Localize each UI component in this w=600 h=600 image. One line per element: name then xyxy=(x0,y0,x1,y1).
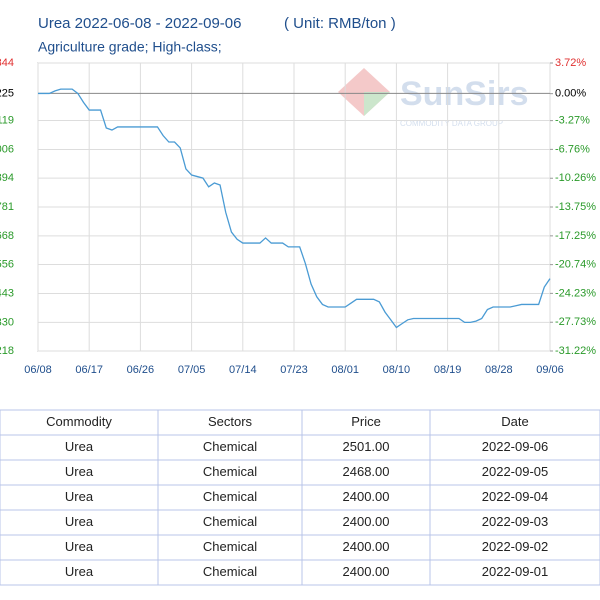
table-cell: 2400.00 xyxy=(343,514,390,529)
y-tick-label: 2781 xyxy=(0,201,14,213)
table-cell: 2022-09-05 xyxy=(482,464,549,479)
table-cell: 2468.00 xyxy=(343,464,390,479)
table-cell: Chemical xyxy=(203,514,257,529)
y-tick-label: 3225 xyxy=(0,87,14,99)
table-header: Commodity xyxy=(46,414,112,429)
y2-tick-label: -13.75% xyxy=(555,201,596,213)
table-cell: Urea xyxy=(65,564,94,579)
y-tick-label: 2894 xyxy=(0,172,14,184)
watermark-tagline: COMMODITY DATA GROUP xyxy=(400,119,503,128)
table-cell: 2022-09-02 xyxy=(482,539,549,554)
price-line xyxy=(38,88,551,329)
table-cell: 2501.00 xyxy=(343,439,390,454)
y-tick-label: 2330 xyxy=(0,316,14,328)
table-header: Price xyxy=(351,414,381,429)
y-tick-label: 2668 xyxy=(0,230,14,242)
table-cell: Chemical xyxy=(203,564,257,579)
table-cell: 2022-09-03 xyxy=(482,514,549,529)
unit: ( Unit: RMB/ton ) xyxy=(284,15,396,32)
table-cell: Chemical xyxy=(203,439,257,454)
y2-tick-label: 3.72% xyxy=(555,57,586,69)
y2-tick-label: -24.23% xyxy=(555,287,596,299)
table-cell: Urea xyxy=(65,464,94,479)
subtitle: Agriculture grade; High-class; xyxy=(38,39,222,55)
x-tick-label: 08/01 xyxy=(331,364,359,376)
x-tick-label: 07/05 xyxy=(178,364,206,376)
y2-tick-label: -10.26% xyxy=(555,172,596,184)
table-cell: 2400.00 xyxy=(343,489,390,504)
x-tick-label: 07/14 xyxy=(229,364,257,376)
watermark-name: SunSirs xyxy=(400,75,528,113)
table-header: Sectors xyxy=(208,414,253,429)
table-cell: Urea xyxy=(65,439,94,454)
x-tick-label: 08/10 xyxy=(383,364,411,376)
table-cell: 2022-09-06 xyxy=(482,439,549,454)
x-tick-label: 09/06 xyxy=(536,364,564,376)
y-tick-label: 2443 xyxy=(0,287,14,299)
x-tick-label: 06/17 xyxy=(75,364,103,376)
table-cell: 2400.00 xyxy=(343,539,390,554)
y2-tick-label: 0.00% xyxy=(555,88,586,100)
table-cell: 2022-09-04 xyxy=(482,489,549,504)
table-header: Date xyxy=(501,414,528,429)
x-tick-label: 06/26 xyxy=(127,364,155,376)
y2-tick-label: -20.74% xyxy=(555,259,596,271)
y2-tick-label: -3.27% xyxy=(555,115,590,127)
table-cell: Chemical xyxy=(203,539,257,554)
chart-title: Urea 2022-06-08 - 2022-09-06 xyxy=(38,15,241,32)
y2-tick-label: -6.76% xyxy=(555,143,590,155)
logo-diamond xyxy=(338,68,390,116)
y2-tick-label: -31.22% xyxy=(555,345,596,357)
y-tick-label: 2556 xyxy=(0,258,14,270)
y-tick-label: 3344 xyxy=(0,57,14,69)
y-tick-label: 3006 xyxy=(0,143,14,155)
table-cell: 2022-09-01 xyxy=(482,564,549,579)
y2-tick-label: -27.73% xyxy=(555,316,596,328)
table-cell: Chemical xyxy=(203,489,257,504)
x-tick-label: 08/19 xyxy=(434,364,462,376)
table-cell: Chemical xyxy=(203,464,257,479)
y2-tick-label: -17.25% xyxy=(555,230,596,242)
watermark-logo: SunSirs COMMODITY DATA GROUP xyxy=(338,68,528,128)
y-tick-label: 3119 xyxy=(0,114,14,126)
table-cell: Urea xyxy=(65,539,94,554)
table-cell: Urea xyxy=(65,489,94,504)
table-cell: Urea xyxy=(65,514,94,529)
x-tick-label: 07/23 xyxy=(280,364,308,376)
logo-diamond xyxy=(364,92,390,116)
x-tick-label: 08/28 xyxy=(485,364,513,376)
x-tick-label: 06/08 xyxy=(24,364,52,376)
table-cell: 2400.00 xyxy=(343,564,390,579)
y-tick-label: 2218 xyxy=(0,345,14,357)
